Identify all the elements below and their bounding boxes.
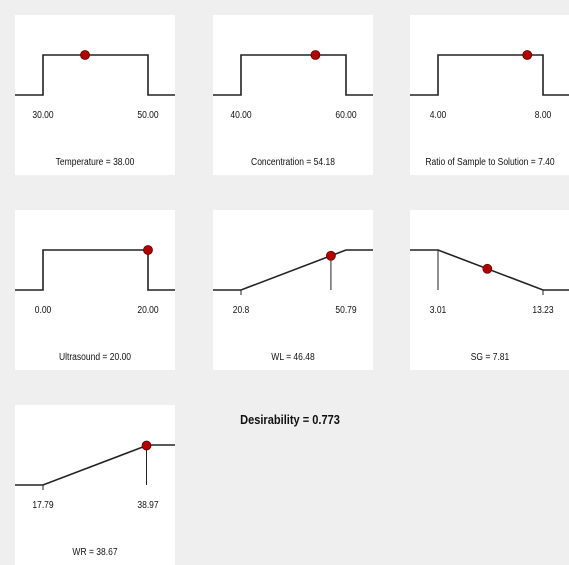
low-label: 3.01 xyxy=(429,305,447,316)
plot-ultrasound xyxy=(15,245,175,291)
low-label: 4.00 xyxy=(429,110,447,121)
low-label: 30.00 xyxy=(32,110,54,121)
panel-wl: 20.8 50.79 WL = 46.48 xyxy=(213,210,373,370)
high-label: 20.00 xyxy=(137,305,159,316)
plot-sg xyxy=(410,249,569,295)
panel-title: Ratio of Sample to Solution = 7.40 xyxy=(425,157,555,168)
optimum-point xyxy=(310,50,321,60)
panel-ratio: 4.00 8.00 Ratio of Sample to Solution = … xyxy=(410,15,569,175)
plot-ratio xyxy=(410,50,569,96)
panel-ultrasound: 0.00 20.00 Ultrasound = 20.00 xyxy=(15,210,175,370)
high-label: 50.79 xyxy=(335,305,357,316)
high-label: 38.97 xyxy=(137,500,159,511)
panel-title: Concentration = 54.18 xyxy=(251,157,335,168)
desirability-label: Desirability = 0.773 xyxy=(240,412,340,427)
optimum-point xyxy=(326,250,336,261)
plot-wr xyxy=(15,440,175,490)
low-label: 17.79 xyxy=(32,500,54,511)
high-label: 13.23 xyxy=(532,305,554,316)
panel-concentration: 40.00 60.00 Concentration = 54.18 xyxy=(213,15,373,175)
low-label: 40.00 xyxy=(230,110,252,121)
panel-title: WL = 46.48 xyxy=(271,352,315,363)
desirability-line xyxy=(15,444,175,486)
high-label: 50.00 xyxy=(137,110,159,121)
desirability-line xyxy=(213,54,373,96)
desirability-line xyxy=(15,54,175,96)
high-label: 60.00 xyxy=(335,110,357,121)
optimum-point xyxy=(482,263,493,274)
optimum-point xyxy=(522,50,533,60)
desirability-line xyxy=(213,249,373,291)
optimum-point xyxy=(141,440,152,451)
optimum-point xyxy=(143,245,153,255)
desirability-line xyxy=(410,54,569,96)
panel-title: Ultrasound = 20.00 xyxy=(58,352,132,363)
panel-title: SG = 7.81 xyxy=(470,352,510,363)
high-label: 8.00 xyxy=(534,110,552,121)
plot-wl xyxy=(213,249,373,295)
low-label: 20.8 xyxy=(232,305,250,316)
panel-title: Temperature = 38.00 xyxy=(55,157,135,168)
plot-temperature xyxy=(15,50,175,96)
panel-temperature: 30.00 50.00 Temperature = 38.00 xyxy=(15,15,175,175)
panel-title: WR = 38.67 xyxy=(72,547,118,558)
panel-wr: 17.79 38.97 WR = 38.67 xyxy=(15,405,175,565)
plot-concentration xyxy=(213,50,373,96)
panel-sg: 3.01 13.23 SG = 7.81 xyxy=(410,210,569,370)
optimum-point xyxy=(80,50,90,60)
desirability-line xyxy=(15,249,175,291)
low-label: 0.00 xyxy=(34,305,52,316)
